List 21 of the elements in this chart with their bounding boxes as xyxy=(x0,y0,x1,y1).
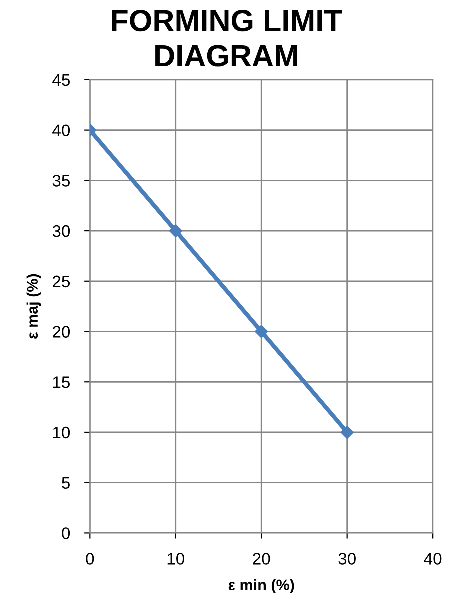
point xyxy=(340,426,354,440)
x-tick-label: 40 xyxy=(424,553,442,565)
y-tick-label: 40 xyxy=(52,124,70,137)
y-tick-label: 5 xyxy=(62,477,70,490)
y-axis-title: ε maj (%) xyxy=(26,274,42,339)
x-tick-label: 10 xyxy=(168,553,184,565)
y-tick-label: 45 xyxy=(52,74,70,86)
y-tick-label: 25 xyxy=(53,276,70,288)
y-tick-label: 30 xyxy=(52,225,70,238)
point xyxy=(255,325,268,338)
point xyxy=(169,224,182,238)
y-tick-label: 35 xyxy=(52,175,70,187)
x-tick-label: 0 xyxy=(86,553,94,565)
x-tick-label: 20 xyxy=(253,553,270,565)
y-tick-label: 10 xyxy=(53,426,70,439)
y-tick-label: 15 xyxy=(53,376,70,388)
x-axis-title: ε min (%) xyxy=(228,579,294,594)
y-tick-label: 0 xyxy=(62,528,70,540)
y-tick-label: 20 xyxy=(53,326,70,338)
chart-title: FORMING LIMIT DIAGRAM xyxy=(112,10,342,67)
x-tick-label: 30 xyxy=(338,553,356,565)
